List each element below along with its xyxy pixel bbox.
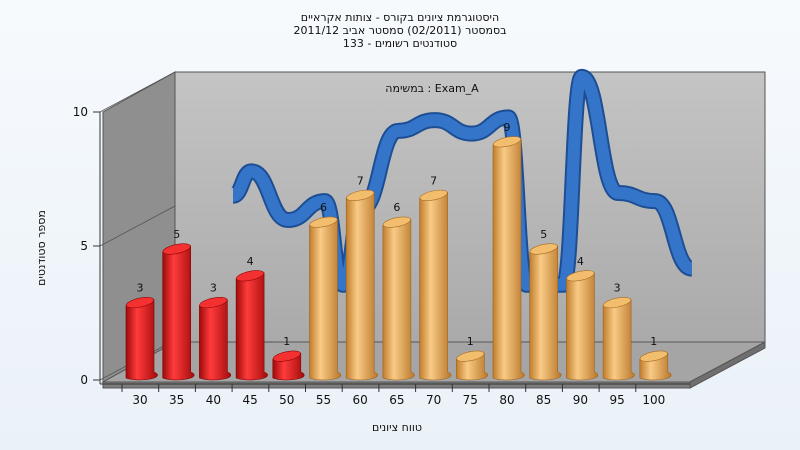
chart-title-line-3: סטודנטים רשומים - 133	[343, 37, 457, 50]
x-tick-label: 60	[353, 393, 368, 407]
bar-value-label: 7	[430, 174, 437, 187]
bar-value-label: 3	[614, 282, 621, 295]
y-tick-label: 0	[80, 373, 88, 387]
histogram-bar	[162, 243, 195, 381]
chart-title-line-1: היסטוגרמת ציונים בקורס - צותות אקראיים	[301, 11, 499, 24]
x-tick-label: 75	[463, 393, 478, 407]
panel-label: במשימה : Exam_A	[385, 82, 479, 95]
x-tick-label: 65	[389, 393, 404, 407]
x-tick-label: 100	[642, 393, 665, 407]
bar-body	[382, 218, 415, 381]
bar-body	[235, 272, 268, 381]
bar-top	[566, 270, 595, 282]
y-axis-title: מספר סטודנטים	[35, 210, 48, 286]
histogram-bar	[125, 297, 158, 381]
trend-ribbon	[231, 70, 694, 291]
x-tick-label: 90	[573, 393, 588, 407]
histogram-bar	[639, 350, 672, 381]
bar-value-label: 1	[650, 335, 657, 348]
bar-value-label: 6	[393, 201, 400, 214]
histogram-bar	[272, 350, 305, 381]
bar-body	[199, 299, 232, 381]
bar-body	[419, 192, 452, 381]
x-tick-label: 30	[132, 393, 147, 407]
bar-top	[199, 297, 228, 309]
bar-value-label: 9	[504, 121, 511, 134]
x-tick-label: 50	[279, 393, 294, 407]
histogram-bar	[602, 297, 635, 381]
bar-top	[603, 297, 632, 309]
bar-top	[272, 350, 301, 362]
bar-value-label: 5	[540, 228, 547, 241]
histogram-bar	[456, 350, 489, 381]
bar-body	[566, 272, 599, 381]
histogram-bar	[419, 189, 452, 381]
histogram-bar	[529, 243, 562, 381]
bar-top	[236, 270, 265, 282]
bar-top	[346, 189, 375, 201]
x-axis-ticks: 30 35 40 45 50 55 60 65 70 75 80 85 90 95 100	[121, 384, 665, 407]
bar-body	[345, 192, 378, 381]
bar-top	[456, 350, 485, 362]
bar-top	[639, 350, 668, 362]
bar-value-label: 4	[577, 255, 584, 268]
floor-right-edge	[689, 341, 766, 389]
trend-layer	[230, 68, 695, 293]
x-tick-label: 45	[242, 393, 257, 407]
x-tick-label: 80	[499, 393, 514, 407]
bar-top	[309, 216, 338, 228]
y-gridline-side	[99, 205, 176, 247]
bar-top	[419, 189, 448, 201]
bar-top	[492, 136, 522, 148]
chart-title-line-2: בסמסטר (02/2011) סמסטר אביב 2011/12	[293, 24, 506, 37]
bar-labels-layer: 3 5 3 4 1 6 7 6 7 1 9 5 4 3 1	[137, 121, 658, 348]
bar-value-label: 4	[247, 255, 254, 268]
bar-value-label: 1	[283, 335, 290, 348]
y-tick-label: 10	[73, 105, 88, 119]
x-tick-label: 85	[536, 393, 551, 407]
x-tick-label: 40	[206, 393, 221, 407]
bar-top	[162, 243, 191, 255]
histogram-bar	[309, 216, 342, 381]
histogram-bar	[382, 216, 415, 381]
histogram-bar	[199, 297, 232, 381]
x-tick-label: 35	[169, 393, 184, 407]
bar-top	[382, 216, 411, 228]
bars-layer	[125, 136, 672, 381]
bar-value-label: 6	[320, 201, 327, 214]
bar-value-label: 3	[210, 282, 217, 295]
x-axis-title: טווח ציונים	[372, 421, 422, 434]
bar-body	[529, 245, 562, 381]
bar-body	[492, 138, 525, 381]
bar-top	[529, 243, 558, 255]
histogram-bar	[345, 189, 378, 381]
bar-body	[162, 245, 195, 381]
bar-body	[125, 299, 158, 381]
x-tick-label: 95	[609, 393, 624, 407]
floor-front-edge	[102, 381, 691, 389]
bar-body	[309, 218, 342, 381]
bar-value-label: 7	[357, 174, 364, 187]
histogram-bar	[235, 270, 268, 381]
bar-value-label: 1	[467, 335, 474, 348]
y-tick-label: 5	[80, 239, 88, 253]
bar-value-label: 3	[137, 282, 144, 295]
bar-value-label: 5	[173, 228, 180, 241]
histogram-bar	[566, 270, 599, 381]
bar-top	[125, 297, 155, 309]
y-gridline-side	[99, 71, 176, 113]
histogram-bar	[492, 136, 525, 381]
x-tick-label: 70	[426, 393, 441, 407]
bar-body	[602, 299, 635, 381]
x-tick-label: 55	[316, 393, 331, 407]
